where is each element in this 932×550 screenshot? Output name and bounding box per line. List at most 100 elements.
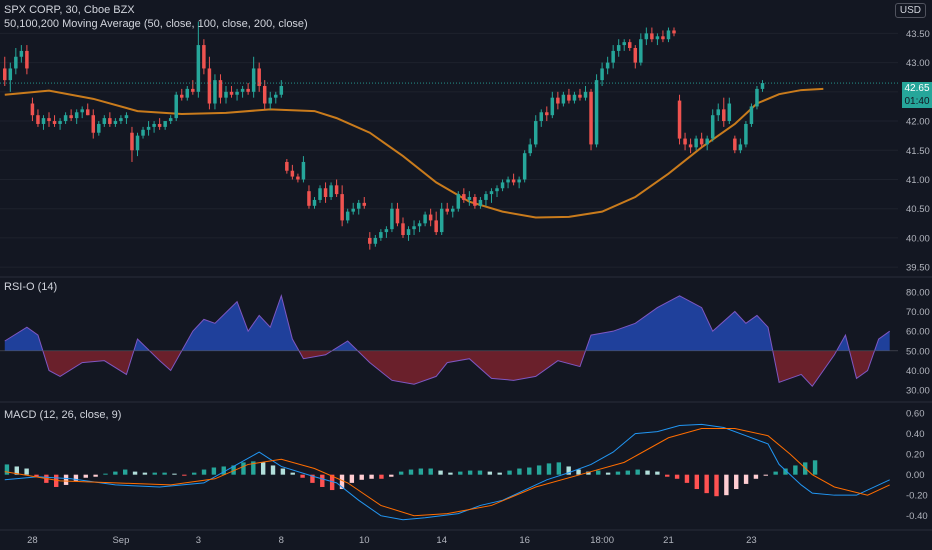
candle-body	[146, 126, 151, 130]
price-tick-label: 41.50	[906, 146, 930, 157]
candle-body	[351, 208, 355, 212]
macd-histogram-bar	[763, 474, 768, 476]
macd-histogram-bar	[191, 472, 197, 475]
candle-body	[522, 153, 527, 180]
moving-average-legend[interactable]: 50,100,200 Moving Average (50, close, 10…	[4, 18, 308, 30]
time-tick-label: Sep	[112, 535, 129, 546]
candle-body	[722, 109, 726, 122]
rsi-tick-label: 40.00	[906, 366, 930, 377]
candle-body	[69, 115, 73, 119]
macd-histogram-bar	[251, 461, 256, 475]
candle-body	[202, 45, 206, 69]
macd-histogram-bar	[448, 472, 453, 475]
macd-tick-label: -0.40	[906, 511, 928, 522]
candle-body	[760, 83, 765, 89]
time-tick-label: 21	[663, 535, 674, 546]
rsi-tick-label: 70.00	[906, 307, 930, 318]
candle-body	[312, 199, 317, 206]
candle-body	[644, 33, 649, 40]
macd-histogram-bar	[132, 471, 138, 475]
candle-body	[235, 91, 239, 95]
macd-tick-label: -0.20	[906, 491, 928, 502]
macd-histogram-bar	[467, 470, 473, 475]
macd-legend[interactable]: MACD (12, 26, close, 9)	[4, 409, 122, 421]
macd-histogram-bar	[773, 471, 778, 475]
macd-histogram-bar	[507, 470, 512, 475]
macd-histogram-bar	[142, 472, 148, 475]
symbol-title[interactable]: SPX CORP, 30, Cboe BZX	[4, 4, 135, 16]
candle-body	[428, 214, 433, 221]
candle-body	[25, 50, 29, 69]
rsi-tick-label: 50.00	[906, 346, 930, 357]
candle-body	[113, 121, 118, 124]
macd-histogram-bar	[14, 466, 19, 475]
candle-body	[594, 80, 599, 145]
candle-body	[694, 138, 698, 148]
macd-histogram-bar	[458, 471, 463, 475]
candle-body	[135, 135, 140, 151]
candle-body	[650, 33, 654, 40]
macd-histogram-bar	[211, 467, 217, 475]
candle-body	[539, 112, 544, 122]
macd-histogram-bar	[655, 471, 660, 475]
macd-histogram-bar	[753, 474, 759, 479]
time-tick-label: 23	[746, 535, 757, 546]
candle-body	[97, 123, 101, 133]
candle-body	[395, 208, 400, 224]
macd-histogram-bar	[793, 465, 798, 475]
price-pane[interactable]: 43.5043.0042.5042.0041.5041.0040.5040.00…	[0, 21, 930, 274]
candle-body	[257, 68, 261, 86]
macd-histogram-bar	[418, 468, 424, 475]
macd-histogram-bar	[162, 472, 167, 475]
candle-body	[699, 138, 704, 145]
candle-body	[749, 106, 754, 124]
rsi-area	[0, 294, 898, 388]
candle-body	[8, 68, 13, 81]
macd-histogram-bar	[4, 464, 10, 475]
rsi-legend[interactable]: RSI-O (14)	[4, 281, 58, 293]
candle-body	[622, 42, 626, 46]
macd-histogram-bar	[783, 468, 788, 475]
candle-body	[323, 188, 328, 198]
candle-body	[58, 121, 62, 124]
candle-body	[473, 197, 477, 206]
candle-body	[616, 45, 621, 51]
time-tick-label: 3	[196, 535, 201, 546]
macd-histogram-bar	[349, 474, 355, 483]
price-tick-label: 43.00	[906, 58, 930, 69]
macd-histogram-bar	[172, 473, 177, 475]
price-axis: 43.5043.0042.5042.0041.5041.0040.5040.00…	[906, 29, 930, 274]
rsi-pane[interactable]: 80.00 70.00 60.00 50.00 40.00 30.00	[0, 287, 930, 397]
candle-body	[710, 115, 715, 139]
candle-body	[517, 179, 521, 183]
candle-body	[174, 94, 178, 119]
candle-body	[379, 232, 383, 238]
macd-histogram-bar	[24, 468, 29, 475]
macd-histogram-bar	[596, 470, 601, 475]
candles	[0, 21, 898, 250]
macd-histogram-bar	[93, 474, 98, 477]
currency-button[interactable]: USD	[894, 3, 926, 18]
macd-histogram-bar	[122, 469, 128, 475]
time-axis[interactable]: 28 Sep 3 8 10 14 16 18:00 21 23	[27, 535, 757, 546]
candle-body	[434, 220, 438, 233]
moving-average-line	[4, 87, 824, 219]
candle-body	[683, 138, 687, 145]
macd-histogram-bar	[389, 474, 394, 477]
candle-body	[417, 223, 422, 227]
time-tick-label: 28	[27, 535, 38, 546]
candle-body	[47, 118, 51, 122]
candle-body	[119, 118, 123, 122]
candle-body	[246, 88, 250, 92]
candle-body	[373, 237, 378, 244]
candle-body	[207, 68, 212, 104]
macd-histogram-bar	[527, 467, 532, 475]
candle-body	[589, 91, 593, 145]
candle-body	[550, 97, 555, 116]
macd-histogram-bar	[73, 474, 79, 481]
macd-pane[interactable]: 0.60 0.40 0.20 0.00 -0.20 -0.40	[4, 409, 928, 523]
candle-body	[52, 121, 57, 124]
candle-body	[705, 138, 709, 145]
macd-histogram-bar	[300, 474, 305, 478]
